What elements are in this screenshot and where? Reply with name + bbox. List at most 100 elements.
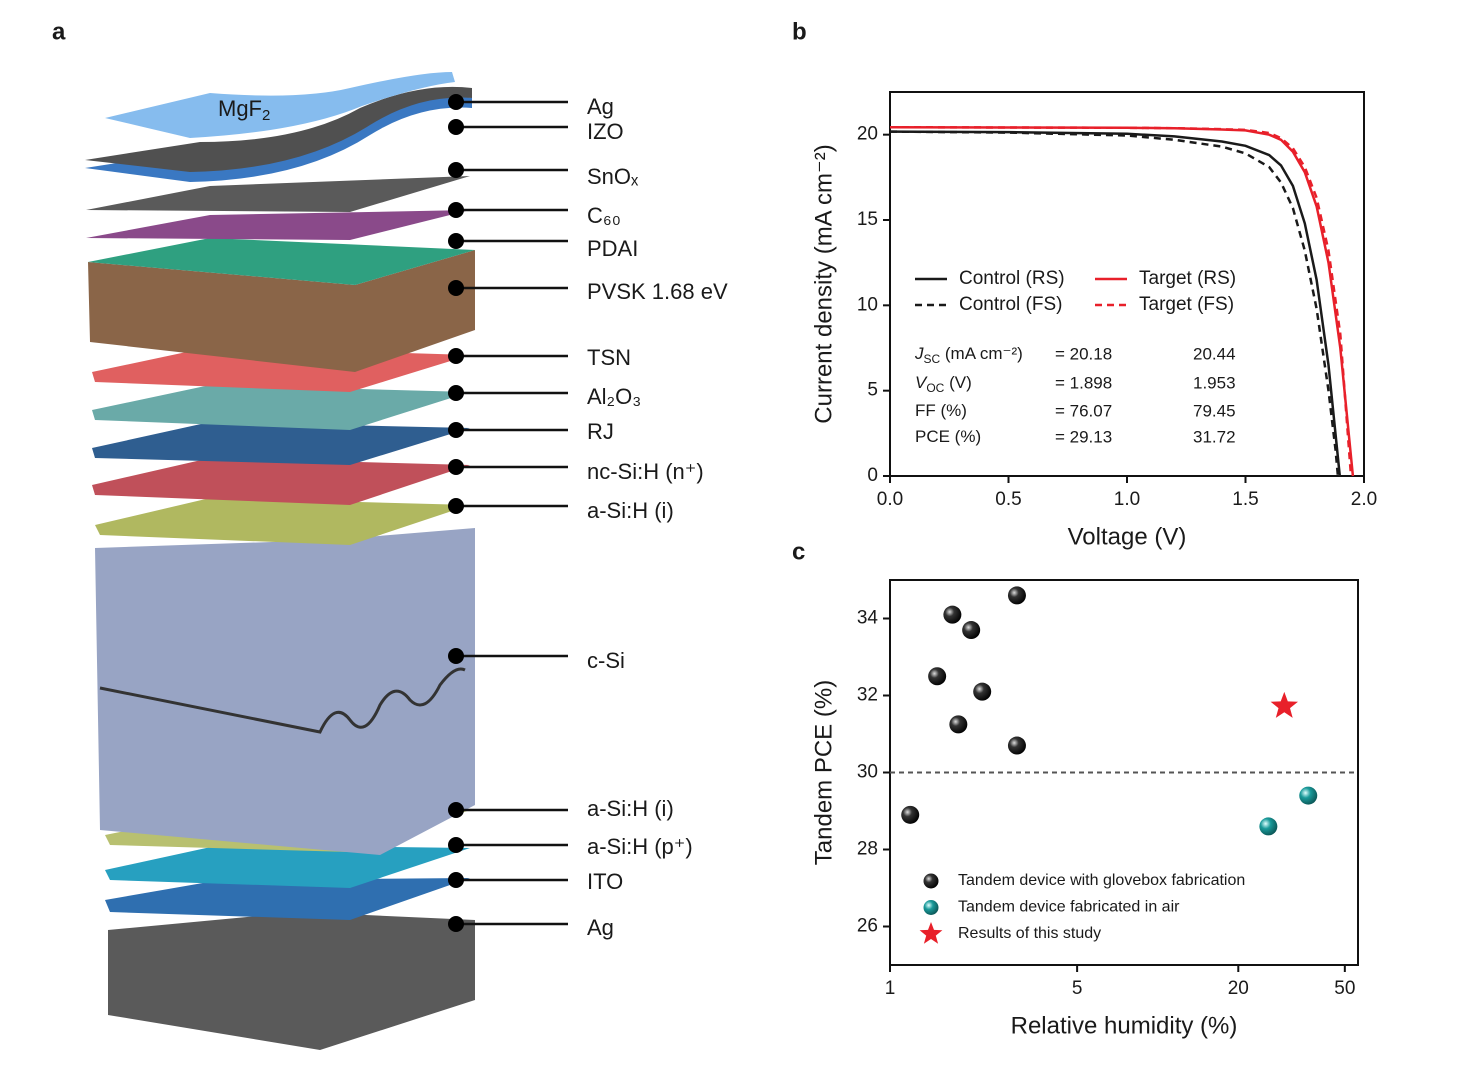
- target-value: 20.44: [1193, 344, 1236, 363]
- layer-label: PDAI: [587, 236, 638, 261]
- sphere-marker: [962, 621, 981, 640]
- legend-label: Tandem device with glovebox fabrication: [958, 872, 1245, 889]
- leader-dot: [448, 498, 464, 514]
- label-rest: (mA cm⁻²): [940, 344, 1023, 363]
- layer-label: c-Si: [587, 648, 625, 673]
- jv-curve: [889, 130, 1342, 477]
- label-main: FF (%): [915, 401, 967, 420]
- sphere-marker: [1007, 586, 1026, 605]
- legend-label: Tandem device fabricated in air: [958, 899, 1180, 916]
- x-axis-label: Relative humidity (%): [1011, 1012, 1238, 1039]
- sheet-label-main: MgF: [218, 96, 262, 121]
- target-value: 31.72: [1193, 427, 1236, 446]
- x-tick-label: 0.5: [995, 489, 1021, 510]
- leader-dot: [448, 162, 464, 178]
- mgf2-sheet: [105, 72, 455, 138]
- control-value: = 20.18: [1055, 344, 1112, 363]
- layer-label: Al₂O₃: [587, 384, 641, 409]
- x-tick-label: 5: [1072, 978, 1083, 999]
- y-axis-label: Current density (mA cm⁻²): [810, 144, 837, 423]
- control-value: = 29.13: [1055, 427, 1112, 446]
- i-layer-top: [95, 498, 470, 545]
- x-tick-label: 0.0: [877, 489, 903, 510]
- layer-label: a-Si:H (i): [587, 498, 674, 523]
- c-si-block: [95, 528, 475, 855]
- ag-sheet: [85, 86, 472, 172]
- c60-layer: [86, 176, 470, 212]
- y-tick-label: 0: [867, 465, 878, 486]
- leader-dot: [448, 94, 464, 110]
- label-rest: (V): [944, 373, 971, 392]
- ito-layer: [105, 878, 470, 920]
- ag-bottom-block: [108, 912, 475, 1050]
- panel-label: c: [792, 538, 805, 565]
- star-marker: [1270, 691, 1298, 718]
- layer-label: SnOₓ: [587, 164, 639, 189]
- table-row-label: PCE (%): [915, 427, 981, 446]
- sheet-label: MgF2: [218, 96, 270, 124]
- leader-dot: [448, 348, 464, 364]
- sphere-marker: [1007, 736, 1026, 755]
- table-row-label: JSC (mA cm⁻²): [914, 344, 1023, 366]
- leader-dot: [448, 385, 464, 401]
- layer-label: TSN: [587, 345, 631, 370]
- target-value: 1.953: [1193, 373, 1236, 392]
- panel-label: a: [52, 18, 66, 45]
- leader-dot: [448, 459, 464, 475]
- leader-dot: [448, 872, 464, 888]
- sphere-marker: [973, 682, 992, 701]
- label-main: J: [914, 344, 924, 363]
- layer-label: PVSK 1.68 eV: [587, 279, 728, 304]
- jv-curve: [889, 125, 1353, 477]
- y-tick-label: 15: [857, 209, 878, 230]
- layer-label: nc-Si:H (n⁺): [587, 459, 704, 484]
- sphere-marker: [943, 605, 962, 624]
- layer-label: a-Si:H (i): [587, 796, 674, 821]
- x-tick-label: 1: [885, 978, 896, 999]
- nc-si-layer: [92, 458, 470, 505]
- pvsk-top: [88, 238, 475, 285]
- label-main: PCE (%): [915, 427, 981, 446]
- sphere-marker: [1259, 817, 1278, 836]
- target-value: 79.45: [1193, 401, 1236, 420]
- y-tick-label: 34: [857, 608, 879, 629]
- p-layer: [105, 845, 470, 888]
- leader-dot: [448, 802, 464, 818]
- leader-dot: [448, 837, 464, 853]
- layer-label: IZO: [587, 119, 624, 144]
- sphere-marker: [1299, 786, 1318, 805]
- y-tick-label: 5: [867, 380, 878, 401]
- y-tick-label: 10: [857, 294, 878, 315]
- legend-label: Target (FS): [1139, 294, 1234, 315]
- y-tick-label: 32: [857, 685, 878, 706]
- pdai-layer: [86, 210, 470, 240]
- y-tick-label: 26: [857, 916, 878, 937]
- al2o3-layer: [92, 385, 470, 430]
- legend-label: Control (FS): [959, 294, 1062, 315]
- layer-label: a-Si:H (p⁺): [587, 834, 693, 859]
- sheet-label-sub: 2: [262, 107, 270, 124]
- y-axis-label: Tandem PCE (%): [810, 680, 837, 865]
- label-sub: SC: [924, 352, 941, 366]
- x-axis-label: Voltage (V): [1068, 523, 1187, 550]
- jv-curve: [889, 130, 1340, 477]
- leader-dot: [448, 916, 464, 932]
- sphere-marker: [901, 805, 920, 824]
- sphere-marker: [923, 873, 939, 889]
- panel-label: b: [792, 18, 807, 45]
- layer-label: RJ: [587, 419, 614, 444]
- table-row-label: FF (%): [915, 401, 967, 420]
- leader-dot: [448, 233, 464, 249]
- control-value: = 76.07: [1055, 401, 1112, 420]
- layer-label: Ag: [587, 915, 614, 940]
- y-tick-label: 20: [857, 124, 878, 145]
- c-si-wave: [99, 667, 466, 734]
- rj-layer: [92, 422, 470, 465]
- sphere-marker: [928, 667, 947, 686]
- sphere-marker: [949, 715, 968, 734]
- x-tick-label: 2.0: [1351, 489, 1377, 510]
- star-marker: [919, 922, 943, 944]
- label-main: V: [915, 373, 928, 392]
- table-row-label: VOC (V): [915, 373, 972, 395]
